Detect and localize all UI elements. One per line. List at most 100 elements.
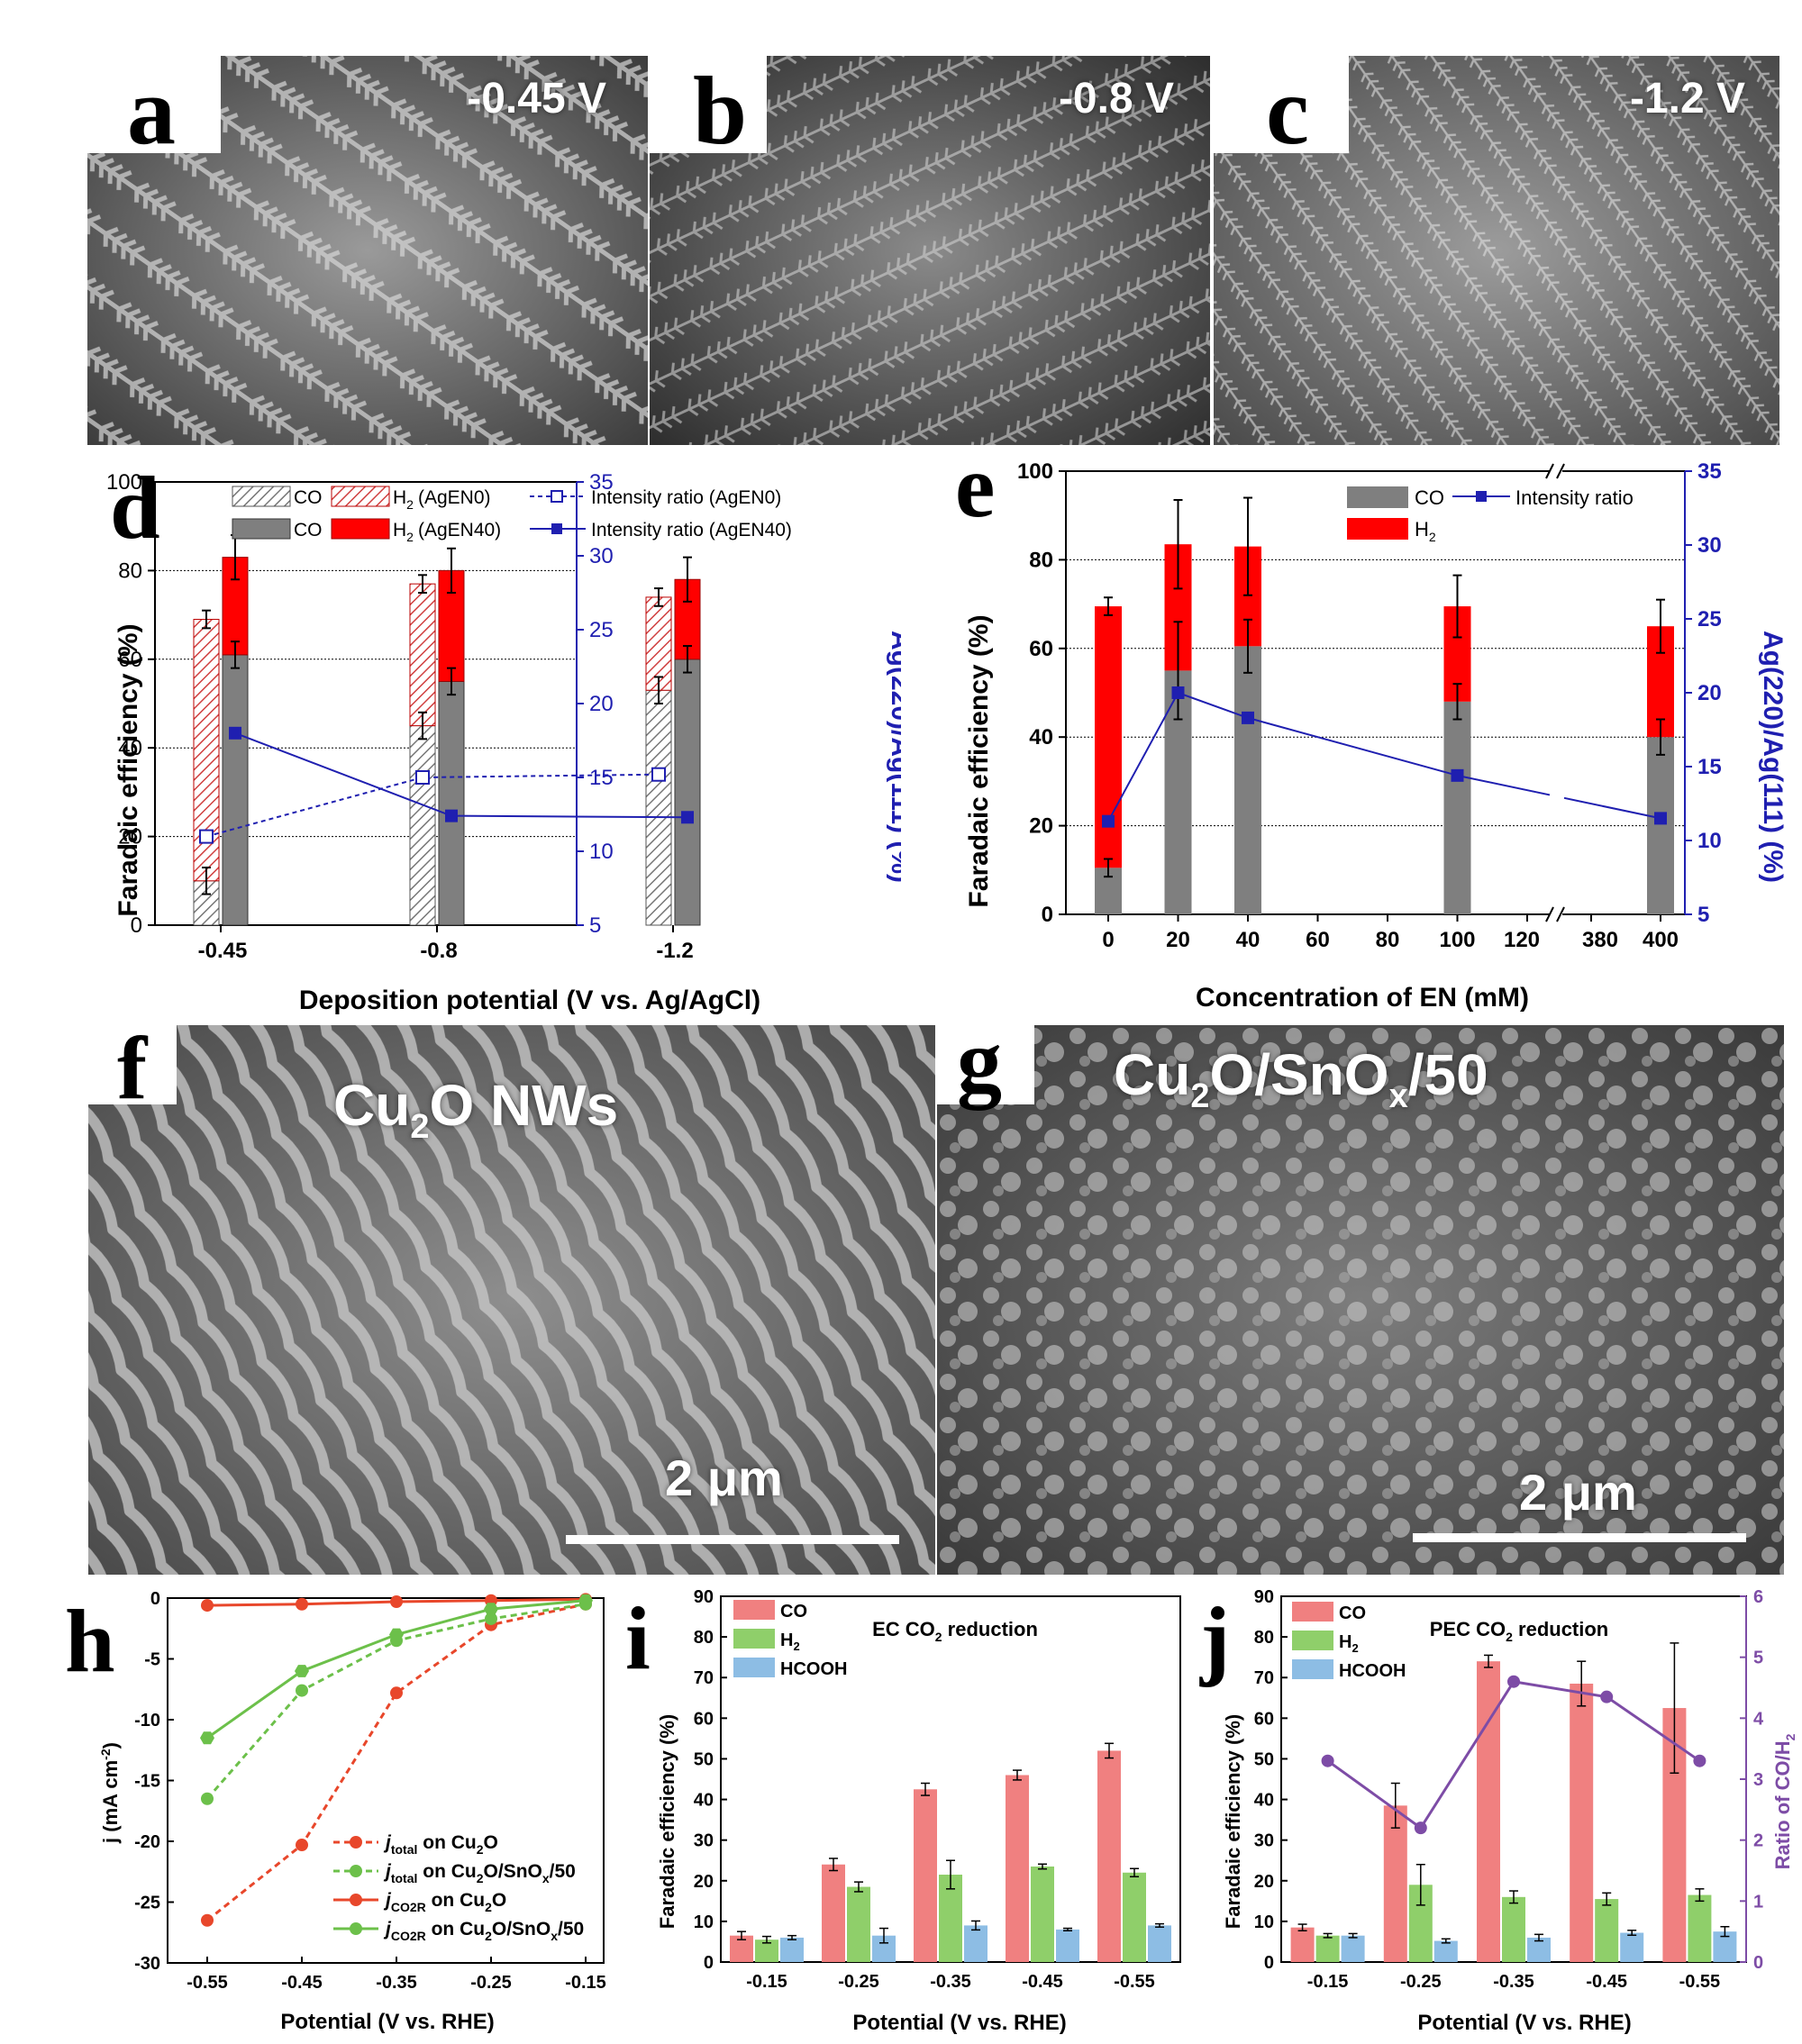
sem-image-a: a -0.45 V	[87, 56, 648, 445]
j-ytick-label: 30	[1254, 1831, 1274, 1851]
h-legend-label: jtotal on Cu2O	[383, 1832, 498, 1857]
panel-f-letter: f	[117, 1025, 148, 1118]
panel-j-letter: j	[1199, 1588, 1230, 1688]
j-bar-h2	[1502, 1896, 1525, 1962]
i-ytick-label: 80	[694, 1628, 714, 1648]
e-line-ratio-seg	[1457, 774, 1551, 796]
e-point-ratio	[1242, 711, 1254, 724]
j-legend-swatch	[1292, 1659, 1333, 1679]
j-legend: CO H2 HCOOH	[1292, 1602, 1406, 1681]
h-point	[296, 1597, 308, 1611]
panel-i-letter: i	[625, 1588, 651, 1688]
e-legend-h2-swatch	[1347, 518, 1408, 540]
j-xtick-label: -0.35	[1493, 1972, 1534, 1992]
d-y2tick-label: 5	[589, 913, 601, 938]
i-ytick-label: 0	[704, 1953, 714, 1973]
d-point-ratio-agen0	[199, 829, 214, 844]
chart-e: e Concentration of EN (mM) Faradaic effi…	[955, 455, 1788, 1013]
d-bar-co-agen40	[674, 659, 701, 926]
h-xtick-label: -0.55	[187, 1973, 228, 1993]
h-ytick-label: -25	[134, 1894, 160, 1913]
e-break-mark	[1545, 463, 1554, 479]
chart-h: h Potential (V vs. RHE) j (mA cm-2) 0 -5 -…	[65, 1589, 606, 2034]
d-legend-co-agen0: CO	[294, 487, 323, 508]
panel-a-letter: a	[127, 58, 176, 165]
h-legend: jtotal on Cu2O jtotal on Cu2O/SnOx/50 jCO2…	[333, 1832, 584, 1943]
j-point-ratio	[1600, 1690, 1614, 1703]
d-legend-co-agen40: CO	[294, 520, 323, 541]
j-point-ratio	[1507, 1675, 1520, 1688]
e-y2label: Ag(220)/Ag(111) (%)	[1758, 631, 1788, 883]
d-legend-ratio-agen0-marker	[551, 490, 563, 503]
e-xtick-label: 100	[1439, 928, 1475, 952]
d-xlabel: Deposition potential (V vs. Ag/AgCl)	[299, 986, 760, 1015]
i-title: EC CO2 reduction	[872, 1618, 1038, 1644]
h-point	[200, 1731, 214, 1745]
d-legend-h2-agen40-tail: (AgEN40)	[418, 520, 501, 541]
panel-a-letter-box	[87, 56, 221, 153]
h-point	[201, 1913, 214, 1927]
j-xtick-label: -0.25	[1400, 1972, 1442, 1992]
i-legend-label: HCOOH	[780, 1659, 847, 1679]
h-point	[484, 1603, 498, 1616]
e-xtick-label: 60	[1306, 928, 1330, 952]
panel-c-letter-box	[1214, 56, 1349, 153]
h-legend-label: jtotal on Cu2O/SnOx/50	[383, 1861, 576, 1885]
e-legend-co: CO	[1415, 486, 1444, 509]
i-legend-swatch	[733, 1658, 775, 1677]
h-point	[485, 1612, 497, 1625]
sem-texture-g	[937, 1025, 1784, 1575]
d-legend-ratio-agen40: Intensity ratio (AgEN40)	[591, 520, 792, 541]
d-bar-h2-agen0	[409, 583, 436, 727]
j-ytick-label: 60	[1254, 1709, 1274, 1729]
e-bar-co	[1443, 701, 1471, 914]
h-point	[296, 1839, 308, 1852]
i-ytick-label: 70	[694, 1668, 714, 1688]
h-ytick-label: -5	[144, 1650, 160, 1670]
panel-f-label: Cu2O NWs	[333, 1073, 619, 1146]
j-y2tick-label: 3	[1753, 1770, 1763, 1790]
e-ytick-label: 0	[1042, 903, 1053, 927]
j-point-ratio	[1321, 1754, 1334, 1767]
i-legend-swatch	[733, 1629, 775, 1649]
e-legend-h2: H2	[1415, 518, 1436, 544]
j-xtick-label: -0.15	[1307, 1972, 1349, 1992]
i-ytick-label: 30	[694, 1831, 714, 1851]
d-y2tick-label: 25	[589, 618, 614, 642]
panel-b-potential: -0.8 V	[1058, 75, 1174, 123]
d-bar-co-agen40	[222, 654, 249, 926]
j-bar-h2	[1595, 1899, 1619, 1962]
i-legend-label: H2	[780, 1631, 800, 1653]
panel-g-letter: g	[957, 1025, 1002, 1111]
j-xtick-label: -0.45	[1586, 1972, 1627, 1992]
i-ytick-label: 60	[694, 1709, 714, 1729]
d-y2tick-label: 10	[589, 840, 614, 864]
j-y2tick-label: 5	[1753, 1649, 1763, 1668]
e-legend: CO Intensity ratio H2	[1347, 486, 1634, 544]
j-legend-swatch	[1292, 1631, 1333, 1650]
j-ylabel: Faradaic efficiency (%)	[1222, 1714, 1244, 1929]
j-legend-label: HCOOH	[1339, 1661, 1406, 1681]
d-ytick-label: 20	[118, 825, 142, 849]
d-ytick-label: 40	[118, 736, 142, 760]
e-y2tick-label: 25	[1697, 607, 1722, 631]
d-xtick-label: -0.45	[198, 939, 248, 963]
j-bar-co	[1570, 1683, 1594, 1962]
h-ytick-label: -15	[134, 1772, 160, 1792]
d-legend-ratio-agen40-marker	[551, 523, 562, 534]
j-point-ratio	[1414, 1821, 1427, 1835]
h-legend-label: jCO2R on Cu2O	[383, 1890, 506, 1914]
e-legend-h2-sub: 2	[1429, 530, 1436, 544]
d-legend-h2-agen0-tail: (AgEN0)	[418, 487, 491, 508]
d-xtick-label: -1.2	[656, 939, 693, 963]
i-bar-co	[822, 1864, 845, 1962]
e-ytick-label: 80	[1029, 548, 1053, 572]
j-bar-co	[1383, 1805, 1407, 1962]
d-legend-ratio-agen0: Intensity ratio (AgEN0)	[591, 487, 781, 508]
panel-f-scale-text: 2 μm	[665, 1449, 783, 1506]
j-bar-hcooh	[1433, 1940, 1458, 1962]
e-xtick-label: 0	[1102, 928, 1114, 952]
i-bar-hcooh	[1148, 1925, 1171, 1962]
d-bar-co-agen0	[409, 725, 436, 926]
d-legend-co-agen40-swatch	[232, 518, 291, 540]
